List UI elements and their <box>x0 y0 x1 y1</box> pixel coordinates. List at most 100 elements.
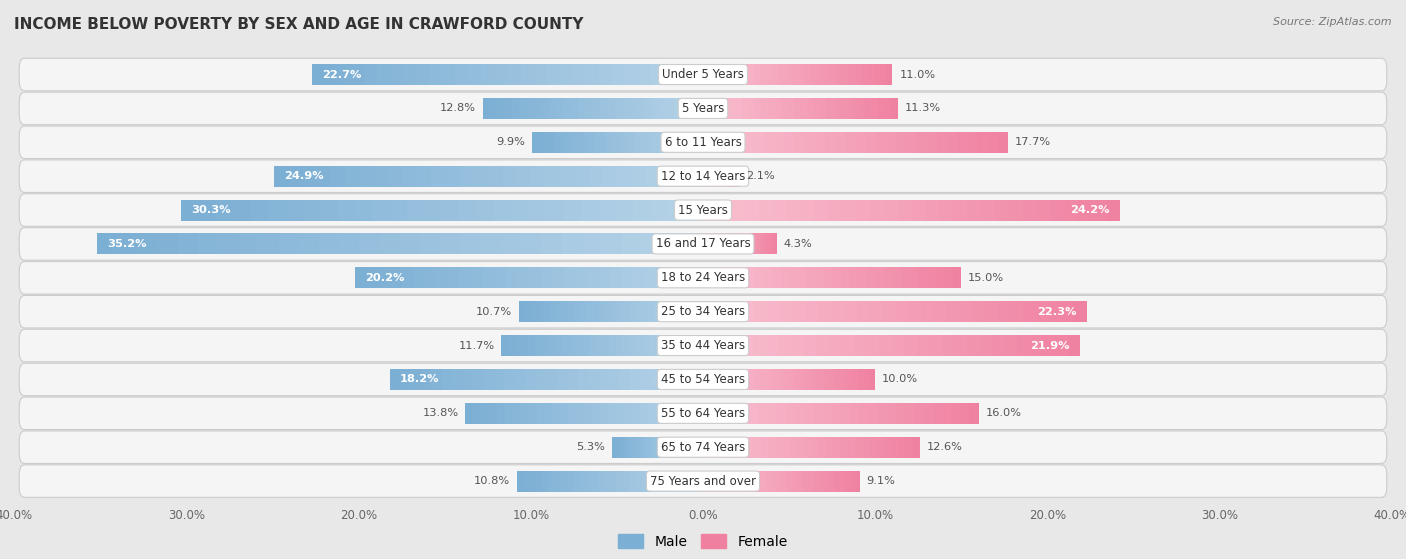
Bar <box>827 98 832 119</box>
Bar <box>875 267 884 288</box>
Bar <box>866 267 875 288</box>
Bar <box>285 200 302 221</box>
Bar <box>980 335 993 356</box>
Bar <box>380 234 399 254</box>
Bar <box>869 403 877 424</box>
Bar <box>645 267 657 288</box>
Bar <box>703 234 706 254</box>
Bar <box>723 234 725 254</box>
Bar <box>839 98 846 119</box>
Bar <box>904 335 917 356</box>
Bar <box>602 234 623 254</box>
Bar <box>634 132 641 153</box>
Bar <box>463 369 474 390</box>
Bar <box>720 267 728 288</box>
Bar <box>981 200 995 221</box>
Bar <box>630 437 633 458</box>
Bar <box>524 301 531 322</box>
Bar <box>659 301 666 322</box>
Bar <box>432 165 446 187</box>
Bar <box>716 234 718 254</box>
Bar <box>716 335 728 356</box>
Bar <box>643 335 650 356</box>
Bar <box>640 369 651 390</box>
Bar <box>640 437 643 458</box>
Bar <box>713 471 718 491</box>
Bar <box>734 64 741 85</box>
Text: 16.0%: 16.0% <box>986 408 1022 418</box>
Bar <box>494 369 505 390</box>
Bar <box>460 165 474 187</box>
Bar <box>747 267 755 288</box>
Bar <box>1054 335 1067 356</box>
Bar <box>709 369 714 390</box>
Bar <box>198 200 217 221</box>
Bar <box>97 234 117 254</box>
Bar <box>683 335 689 356</box>
Bar <box>844 471 849 491</box>
Bar <box>643 437 645 458</box>
Bar <box>690 301 697 322</box>
Bar <box>766 64 772 85</box>
Text: 5 Years: 5 Years <box>682 102 724 115</box>
Bar <box>585 98 593 119</box>
Bar <box>648 437 651 458</box>
Bar <box>815 267 824 288</box>
Bar <box>763 267 772 288</box>
Bar <box>993 335 1005 356</box>
Bar <box>749 234 752 254</box>
Bar <box>555 132 561 153</box>
Bar <box>786 403 794 424</box>
Bar <box>659 165 675 187</box>
Bar <box>373 200 389 221</box>
Bar <box>425 200 441 221</box>
Bar <box>529 267 541 288</box>
Bar <box>855 132 866 153</box>
Bar <box>567 471 572 491</box>
Bar <box>711 267 720 288</box>
Bar <box>541 98 548 119</box>
Bar <box>797 64 804 85</box>
Text: Under 5 Years: Under 5 Years <box>662 68 744 81</box>
Bar <box>789 267 797 288</box>
Bar <box>526 369 536 390</box>
Bar <box>505 369 515 390</box>
Bar <box>813 471 818 491</box>
Bar <box>849 471 855 491</box>
Bar <box>312 64 325 85</box>
Bar <box>1078 200 1092 221</box>
Bar <box>733 437 740 458</box>
Bar <box>579 471 585 491</box>
Bar <box>911 200 925 221</box>
Bar <box>828 335 841 356</box>
Text: 10.0%: 10.0% <box>882 375 918 385</box>
Bar <box>794 403 804 424</box>
Text: 9.1%: 9.1% <box>866 476 896 486</box>
Bar <box>876 437 884 458</box>
Bar <box>468 64 481 85</box>
Bar <box>523 471 530 491</box>
Bar <box>901 267 910 288</box>
Bar <box>534 64 547 85</box>
Bar <box>779 335 792 356</box>
Bar <box>720 369 725 390</box>
Bar <box>768 98 775 119</box>
Bar <box>995 200 1008 221</box>
Bar <box>1092 200 1107 221</box>
Bar <box>721 403 731 424</box>
Bar <box>555 301 562 322</box>
Text: 35.2%: 35.2% <box>107 239 146 249</box>
Bar <box>740 437 747 458</box>
Bar <box>1050 200 1064 221</box>
Bar <box>138 234 157 254</box>
Bar <box>797 267 807 288</box>
Bar <box>924 403 932 424</box>
Bar <box>592 403 600 424</box>
Bar <box>512 98 519 119</box>
Bar <box>512 200 529 221</box>
Bar <box>530 471 536 491</box>
Bar <box>568 403 576 424</box>
Bar <box>776 403 786 424</box>
Bar <box>869 301 882 322</box>
Bar <box>766 471 770 491</box>
